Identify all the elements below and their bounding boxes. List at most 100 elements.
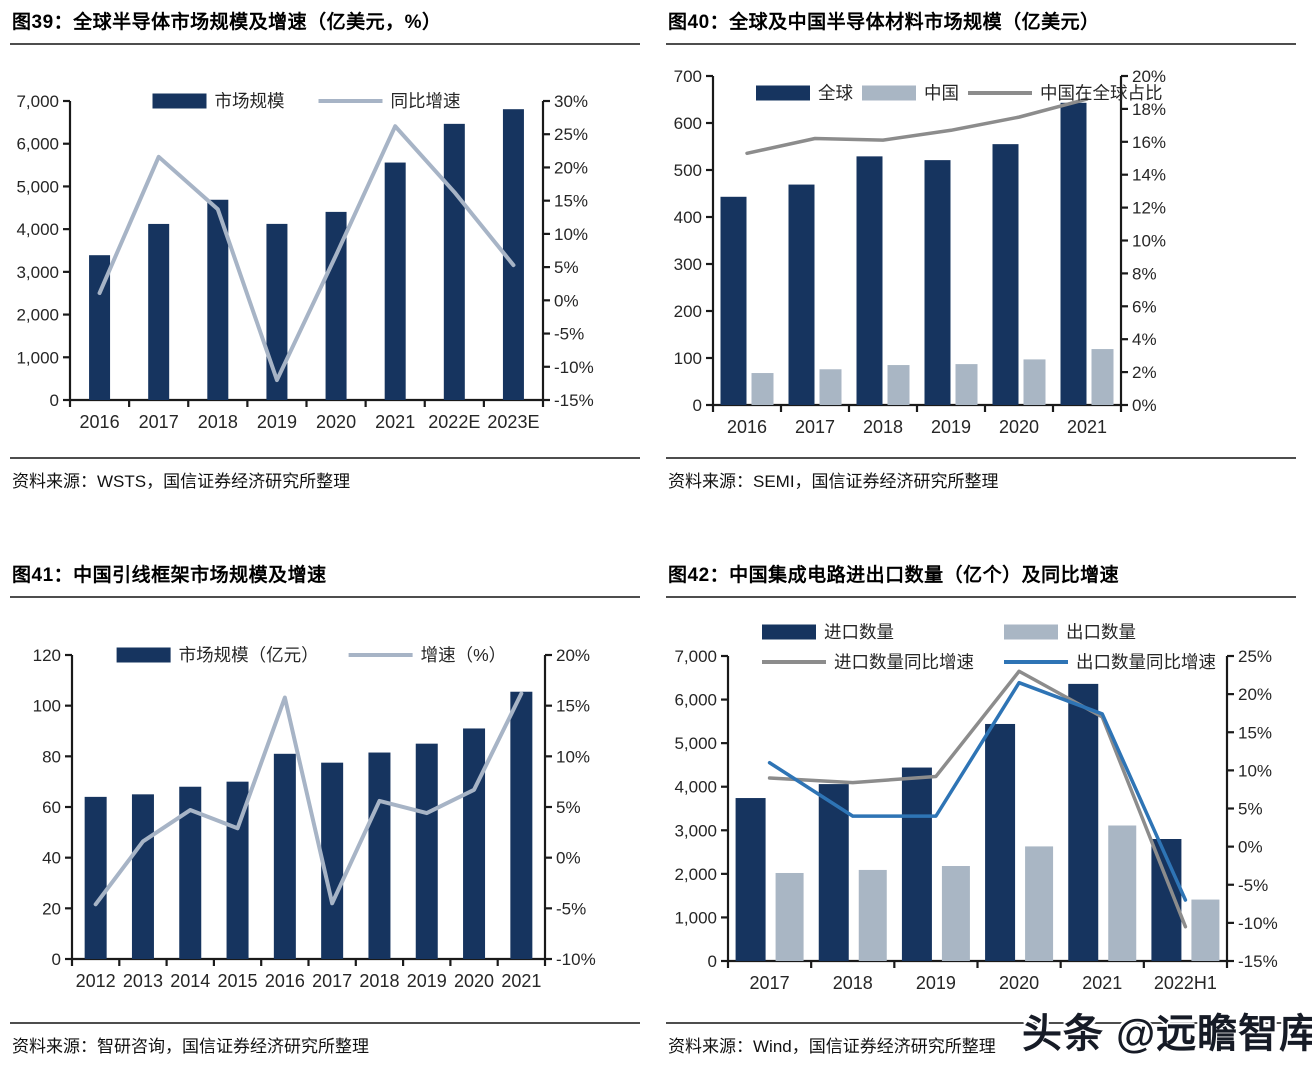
svg-text:进口数量: 进口数量 xyxy=(824,622,894,642)
bar xyxy=(788,184,815,405)
svg-text:4%: 4% xyxy=(1132,330,1157,349)
figure-panel-40: 图40：全球及中国半导体材料市场规模（亿美元） 0 100 200 300 400 500… xyxy=(656,0,1312,553)
bar xyxy=(131,794,154,959)
svg-text:14%: 14% xyxy=(1132,165,1166,184)
svg-text:0%: 0% xyxy=(1132,396,1157,415)
x-axis: 2012 2013 2014 2015 2016 2017 2018 2019 2020 2021 xyxy=(70,957,547,991)
svg-text:2021: 2021 xyxy=(1067,417,1107,437)
svg-text:2017: 2017 xyxy=(795,417,835,437)
bar xyxy=(1091,348,1114,405)
svg-text:2019: 2019 xyxy=(931,417,971,437)
svg-text:5%: 5% xyxy=(1238,799,1263,818)
svg-text:市场规模（亿元）: 市场规模（亿元） xyxy=(179,645,319,665)
svg-text:2013: 2013 xyxy=(123,971,163,991)
svg-text:-10%: -10% xyxy=(556,950,596,969)
svg-text:5,000: 5,000 xyxy=(16,177,59,196)
right-axis: -10% -5% 0% 5% 10% 15% 20% xyxy=(543,646,596,969)
figure-41-title: 图41：中国引线框架市场规模及增速 xyxy=(10,563,640,598)
svg-text:40: 40 xyxy=(42,848,61,867)
legend: 市场规模 同比增速 xyxy=(152,91,461,111)
bar xyxy=(887,364,910,405)
svg-text:1,000: 1,000 xyxy=(16,348,59,367)
bar xyxy=(148,223,170,400)
svg-text:2,000: 2,000 xyxy=(16,305,59,324)
svg-text:2020: 2020 xyxy=(999,973,1039,993)
svg-text:2016: 2016 xyxy=(80,412,120,432)
svg-text:2017: 2017 xyxy=(312,971,352,991)
bar xyxy=(502,108,524,400)
right-axis: -15% -10% -5% 0% 5% 10% 15% 20% 25% xyxy=(1225,647,1278,971)
svg-text:市场规模: 市场规模 xyxy=(215,91,285,111)
svg-text:20: 20 xyxy=(42,899,61,918)
bar xyxy=(955,363,978,405)
figure-panel-39: 图39：全球半导体市场规模及增速（亿美元，%） 0 1,000 2,000 3,000… xyxy=(0,0,656,553)
right-axis: 0% 2% 4% 6% 8% 10% 12% 14% 16% 18% 20% xyxy=(1119,67,1166,415)
left-axis: 0 1,000 2,000 3,000 4,000 5,000 6,000 7,000 xyxy=(16,92,72,410)
svg-text:2018: 2018 xyxy=(198,412,238,432)
bar xyxy=(510,691,533,959)
svg-text:2016: 2016 xyxy=(265,971,305,991)
bar xyxy=(941,865,970,961)
x-axis: 2017 2018 2019 2020 2021 2022H1 xyxy=(726,959,1229,993)
svg-text:进口数量同比增速: 进口数量同比增速 xyxy=(834,652,974,672)
left-axis: 0 1,000 2,000 3,000 4,000 5,000 6,000 7,000 xyxy=(674,647,730,971)
svg-text:出口数量同比增速: 出口数量同比增速 xyxy=(1076,652,1216,672)
bar xyxy=(1108,825,1137,961)
bar xyxy=(985,723,1016,961)
svg-text:30%: 30% xyxy=(554,92,588,111)
svg-text:2016: 2016 xyxy=(727,417,767,437)
bar xyxy=(818,783,849,961)
x-axis: 2016 2017 2018 2019 2020 2021 2022E 2023E xyxy=(68,398,545,432)
bar-series-0 xyxy=(84,691,533,959)
bar xyxy=(992,143,1019,405)
svg-text:18%: 18% xyxy=(1132,100,1166,119)
svg-text:2023E: 2023E xyxy=(487,412,539,432)
bar xyxy=(1025,846,1054,961)
svg-text:2017: 2017 xyxy=(139,412,179,432)
figure-39-title: 图39：全球半导体市场规模及增速（亿美元，%） xyxy=(10,10,640,45)
figure-panel-41: 图41：中国引线框架市场规模及增速 0 20 40 60 80 100 120 -10% -5%… xyxy=(0,553,656,1073)
svg-text:0: 0 xyxy=(693,396,702,415)
watermark-text: 头条 @远瞻智库 xyxy=(1022,1012,1312,1056)
svg-text:6,000: 6,000 xyxy=(674,690,717,709)
legend: 全球 中国 中国在全球占比 xyxy=(756,83,1163,103)
line-series-0 xyxy=(767,669,1188,929)
bar xyxy=(856,156,883,405)
svg-text:6,000: 6,000 xyxy=(16,134,59,153)
svg-text:0%: 0% xyxy=(556,848,581,867)
svg-text:3,000: 3,000 xyxy=(16,263,59,282)
svg-text:2021: 2021 xyxy=(501,971,541,991)
svg-text:中国在全球占比: 中国在全球占比 xyxy=(1040,83,1163,103)
svg-text:5%: 5% xyxy=(556,798,581,817)
figure-39-chart: 0 1,000 2,000 3,000 4,000 5,000 6,000 7,000 -15%… xyxy=(16,91,593,432)
toutiao-watermark: 头条 @远瞻智库 xyxy=(1022,1001,1312,1059)
svg-text:2021: 2021 xyxy=(375,412,415,432)
svg-text:4,000: 4,000 xyxy=(674,777,717,796)
bar xyxy=(463,728,486,959)
figure-39-source: 资料来源：WSTS，国信证券经济研究所整理 xyxy=(10,456,640,492)
figure-41-source: 资料来源：智研咨询，国信证券经济研究所整理 xyxy=(10,1021,640,1057)
svg-text:增速（%）: 增速（%） xyxy=(421,645,507,665)
svg-text:400: 400 xyxy=(674,208,702,227)
bar xyxy=(1023,359,1046,405)
svg-text:2015: 2015 xyxy=(218,971,258,991)
bar-series-0 xyxy=(89,108,524,400)
svg-text:2%: 2% xyxy=(1132,363,1157,382)
svg-text:0%: 0% xyxy=(1238,837,1263,856)
bar xyxy=(415,743,438,959)
svg-text:100: 100 xyxy=(33,696,61,715)
legend: 市场规模（亿元） 增速（%） xyxy=(116,645,507,665)
svg-text:15%: 15% xyxy=(1238,723,1272,742)
svg-text:25%: 25% xyxy=(554,125,588,144)
figure-42-chart: 0 1,000 2,000 3,000 4,000 5,000 6,000 7,000 -15%… xyxy=(674,622,1278,993)
line-series-0 xyxy=(93,691,524,907)
bar xyxy=(735,797,766,961)
svg-text:2019: 2019 xyxy=(257,412,297,432)
svg-text:2020: 2020 xyxy=(316,412,356,432)
svg-text:25%: 25% xyxy=(1238,647,1272,666)
svg-text:120: 120 xyxy=(33,646,61,665)
svg-text:2018: 2018 xyxy=(863,417,903,437)
